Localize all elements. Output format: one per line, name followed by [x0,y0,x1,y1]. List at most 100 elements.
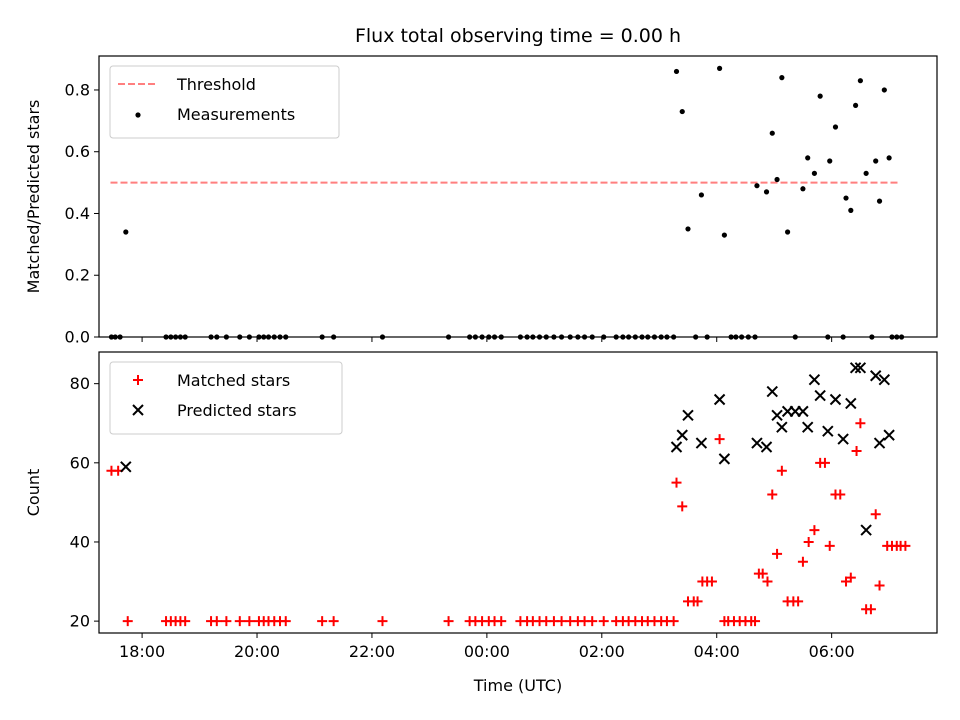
legend-label: Matched stars [177,371,290,390]
matched-stars-point [900,540,911,551]
legend-label: Predicted stars [177,401,297,420]
measurement-point [827,158,833,164]
predicted-stars-point [771,409,783,422]
legend-measurements-swatch [135,112,141,118]
measurement-point [843,195,849,201]
predicted-stars-point [845,397,857,410]
x-tick-label: 04:00 [694,642,740,661]
predicted-stars-point [869,370,882,382]
chart-title: Flux total observing time = 0.00 h [355,25,681,47]
measurement-point [873,158,879,164]
y-axis-title: Count [24,469,43,517]
matched-stars-point [803,536,814,547]
matched-stars-point [797,556,808,567]
matched-stars-point [757,568,768,579]
measurement-point [805,155,811,161]
plot-frame [98,351,938,634]
measurement-point [763,189,770,195]
measurement-point [817,93,823,99]
predicted-stars-point [670,441,683,453]
y-tick-label: 80 [70,374,90,393]
measurement-point [881,87,887,93]
predicted-stars-point [695,437,708,449]
matched-stars-point [824,540,835,551]
matched-stars-point [793,596,804,607]
measurement-point [698,192,705,198]
x-axis-title: Time (UTC) [473,676,562,695]
predicted-stars-point [873,437,886,449]
matched-stars-point [587,616,598,627]
x-tick-label: 00:00 [464,642,510,661]
predicted-stars-point [751,437,763,449]
matched-stars-point [443,616,454,627]
y-tick-label: 0.8 [65,80,90,99]
predicted-stars-point [676,429,688,441]
predicted-stars-point [837,433,849,445]
measurement-point [784,229,791,235]
matched-stars-point [855,418,866,429]
predicted-stars-point [802,421,814,433]
legend-matched-swatch [133,375,143,385]
plot-frame [98,55,938,338]
measurement-point [800,186,806,192]
measurement-point [857,78,863,84]
legend-box [109,65,340,139]
measurement-point [832,124,839,130]
measurement-point [716,65,723,71]
predicted-stars-point [883,429,895,441]
matched-stars-point [280,616,291,627]
measurement-point [779,75,785,81]
measurement-point [863,170,869,176]
measurement-point [769,130,775,136]
matched-stars-point [598,616,609,627]
measurement-point [848,207,854,213]
x-tick-label: 18:00 [119,642,165,661]
legend-label: Measurements [177,105,295,124]
x-tick-label: 22:00 [349,642,395,661]
matched-stars-point [317,616,328,627]
predicted-stars-point [829,393,842,406]
y-tick-label: 40 [70,532,90,551]
matched-stars-point [750,616,761,627]
y-tick-label: 0.2 [65,266,90,285]
predicted-stars-point [682,409,694,422]
matched-stars-point [328,616,339,627]
measurement-point [685,226,691,232]
matched-stars-point [677,501,688,512]
measurement-point [673,68,680,75]
predicted-stars-point [718,453,731,465]
measurement-point [679,108,685,115]
x-tick-label: 06:00 [809,642,855,661]
matched-stars-point [668,616,679,627]
matched-stars-point [714,434,725,445]
matched-stars-point [377,616,388,627]
matched-stars-point [706,576,717,587]
ratio-panel: 0.0 0.2 0.4 0.6 0.8 Matched/Predicted stars Th… [24,55,938,347]
matched-stars-point [671,477,682,488]
measurement-point [811,170,818,176]
measurement-point [721,232,727,238]
predicted-stars-point [878,373,891,386]
predicted-stars-point [797,405,809,418]
x-tick-label: 02:00 [579,642,625,661]
predicted-stars-point [808,373,821,386]
matched-stars-point [776,465,787,476]
measurement-point [754,183,760,189]
matched-stars-point [762,576,773,587]
matched-stars-point [556,616,567,627]
matched-stars-point [845,572,856,583]
legend-predicted-swatch [132,404,144,416]
measurement-point [123,229,129,235]
matched-stars-point [180,616,191,627]
predicted-stars-point [760,441,773,453]
legend-box [109,361,343,435]
count-panel: 20 40 60 80 18:00 20:00 22:00 00:00 02:00 04:00 06… [24,351,938,695]
predicted-stars-point [814,389,826,402]
matched-stars-point [835,489,846,500]
matched-stars-point [865,604,876,615]
matched-stars-point [692,596,703,607]
matched-stars-point [809,525,820,536]
predicted-stars-point [713,393,726,406]
